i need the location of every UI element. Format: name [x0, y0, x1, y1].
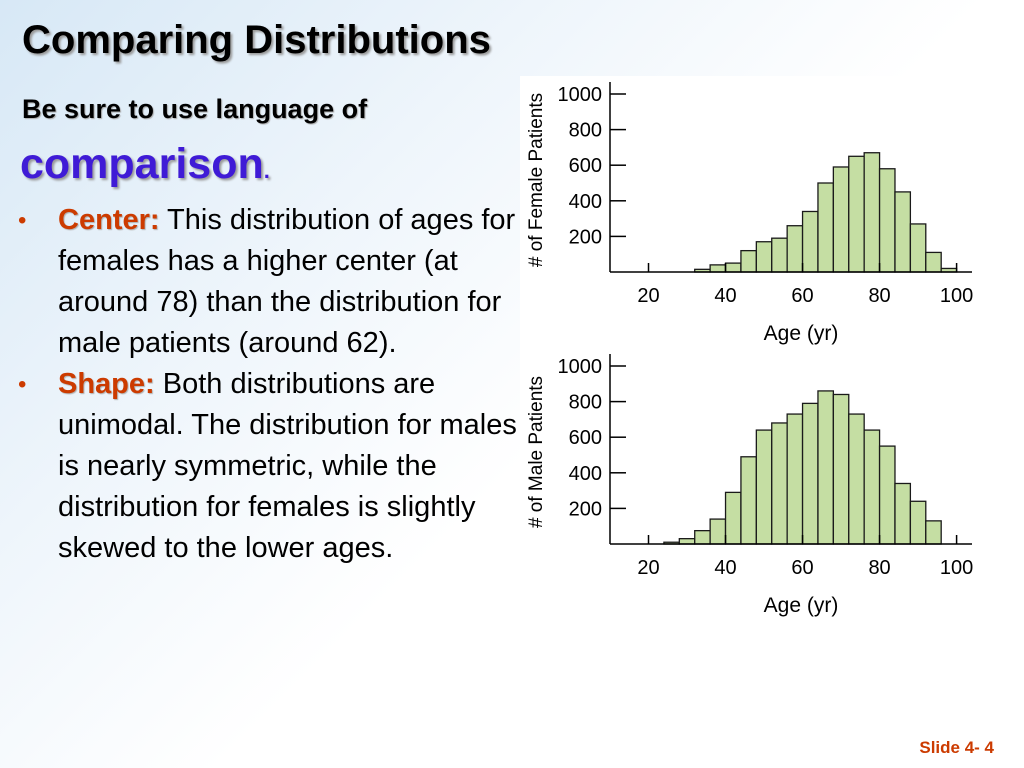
female-y-tick-label: 1000: [558, 84, 603, 106]
female-bar: [755, 241, 773, 273]
male-bar: [771, 422, 788, 545]
female-y-tick-label: 200: [569, 226, 602, 248]
male-x-tick-label: 100: [940, 557, 973, 579]
bullet-text: Both distributions are unimodal. The dis…: [58, 368, 517, 564]
female-bar: [863, 152, 881, 273]
bullet-dot-icon: •: [18, 207, 27, 234]
female-bar: [724, 262, 742, 273]
female-bar: [801, 210, 819, 273]
female-y-tick-label: 400: [569, 191, 602, 213]
female-x-tick-label: 40: [714, 285, 736, 307]
slide-number: Slide 4- 4: [919, 738, 994, 757]
bullet-text: This distribution of ages for females ha…: [58, 204, 516, 359]
male-x-tick-label: 40: [714, 557, 736, 579]
female-histogram-svg: 200 400 600 800 1000 20 40 60 80 100 Age (yr) # of …: [526, 82, 973, 345]
bullet-keyword: Center:: [58, 204, 160, 236]
male-y-tick-label: 400: [569, 463, 602, 485]
male-bar: [801, 402, 819, 545]
male-bar: [724, 491, 742, 545]
female-x-tick-label: 100: [940, 285, 973, 307]
female-bar: [894, 191, 912, 273]
female-bar: [740, 249, 757, 273]
bullet-dot-icon: •: [18, 371, 27, 398]
male-bar: [678, 538, 696, 545]
female-x-tick-label: 60: [791, 285, 813, 307]
female-bar: [909, 223, 927, 273]
male-bar: [755, 429, 773, 545]
bullet-keyword: Shape:: [58, 368, 155, 400]
female-x-tick-label: 20: [637, 285, 659, 307]
male-bar: [878, 445, 896, 545]
male-bar: [709, 518, 727, 545]
male-bar: [817, 390, 835, 545]
male-x-tick-label: 20: [637, 557, 659, 579]
female-bar: [848, 155, 865, 273]
female-x-axis-label: Age (yr): [764, 322, 839, 345]
male-y-tick-label: 1000: [558, 356, 603, 378]
male-y-axis-label: # of Male Patients: [526, 376, 547, 528]
male-bar: [694, 529, 711, 545]
male-bar: [848, 413, 865, 545]
slide-subtitle: Be sure to use language of: [22, 94, 368, 124]
emphasis-word: comparison.: [20, 140, 270, 189]
male-histogram-svg: 200 400 600 800 1000 20 40 60 80 100 Age (yr) # of …: [526, 354, 973, 617]
male-bar: [832, 393, 850, 545]
female-bar: [786, 225, 804, 273]
male-y-tick-label: 800: [569, 392, 602, 414]
female-bar: [709, 264, 727, 273]
male-histogram: 200 400 600 800 1000 20 40 60 80 100 Age (yr) # of …: [520, 348, 980, 624]
female-bar: [832, 166, 850, 273]
male-bar: [925, 520, 942, 545]
male-y-tick-label: 600: [569, 427, 602, 449]
emphasis-punct: .: [263, 158, 270, 183]
male-y-tick-label: 200: [569, 498, 602, 520]
bullet-center: • Center: This distribution of ages for f…: [18, 200, 518, 364]
female-bar: [925, 251, 942, 273]
male-bar: [863, 429, 881, 545]
slide-title: Comparing Distributions: [22, 18, 491, 62]
male-x-tick-label: 80: [868, 557, 890, 579]
bullet-list: • Center: This distribution of ages for f…: [18, 200, 518, 569]
male-bar: [740, 456, 757, 545]
female-y-axis-label: # of Female Patients: [526, 93, 547, 267]
bullet-shape: • Shape: Both distributions are unimodal.…: [18, 364, 518, 569]
male-bar: [894, 482, 912, 545]
female-bar: [771, 237, 788, 273]
emphasis-text: comparison: [20, 140, 264, 188]
female-histogram: 200 400 600 800 1000 20 40 60 80 100 Age (yr) # of …: [520, 76, 980, 348]
female-bar: [878, 168, 896, 273]
female-x-tick-label: 80: [868, 285, 890, 307]
male-x-tick-label: 60: [791, 557, 813, 579]
male-bar: [909, 500, 927, 545]
male-bar: [786, 413, 804, 545]
female-bar: [817, 182, 835, 273]
male-x-axis-label: Age (yr): [764, 594, 839, 617]
female-y-tick-label: 600: [569, 155, 602, 177]
female-y-tick-label: 800: [569, 120, 602, 142]
